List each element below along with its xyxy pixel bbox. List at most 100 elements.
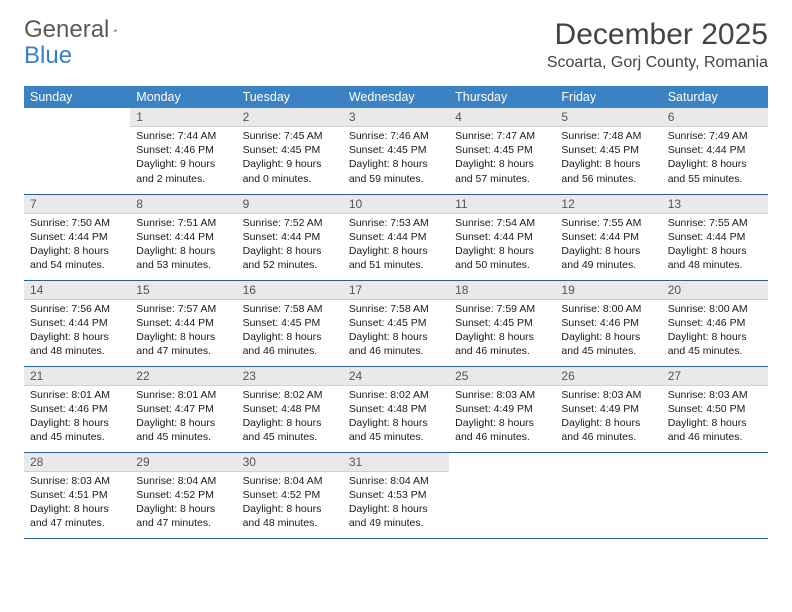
day-number: 28 bbox=[24, 453, 130, 472]
sunset-line: Sunset: 4:44 PM bbox=[349, 230, 443, 244]
calendar-cell: 26Sunrise: 8:03 AMSunset: 4:49 PMDayligh… bbox=[555, 366, 661, 452]
day-number: 2 bbox=[237, 108, 343, 127]
daylight-line: Daylight: 8 hours and 52 minutes. bbox=[243, 244, 337, 272]
sunrise-line: Sunrise: 7:48 AM bbox=[561, 129, 655, 143]
calendar-cell: 4Sunrise: 7:47 AMSunset: 4:45 PMDaylight… bbox=[449, 108, 555, 194]
day-number: 16 bbox=[237, 281, 343, 300]
sunrise-line: Sunrise: 8:03 AM bbox=[455, 388, 549, 402]
calendar-cell: 31Sunrise: 8:04 AMSunset: 4:53 PMDayligh… bbox=[343, 452, 449, 538]
day-header-row: Sunday Monday Tuesday Wednesday Thursday… bbox=[24, 86, 768, 108]
day-details: Sunrise: 8:04 AMSunset: 4:52 PMDaylight:… bbox=[130, 472, 236, 535]
sunset-line: Sunset: 4:47 PM bbox=[136, 402, 230, 416]
sunset-line: Sunset: 4:44 PM bbox=[30, 230, 124, 244]
day-number: 25 bbox=[449, 367, 555, 386]
sunset-line: Sunset: 4:51 PM bbox=[30, 488, 124, 502]
day-number: 24 bbox=[343, 367, 449, 386]
month-title: December 2025 bbox=[547, 18, 768, 52]
sunrise-line: Sunrise: 8:02 AM bbox=[349, 388, 443, 402]
daylight-line: Daylight: 8 hours and 49 minutes. bbox=[349, 502, 443, 530]
calendar-cell: 9Sunrise: 7:52 AMSunset: 4:44 PMDaylight… bbox=[237, 194, 343, 280]
brand-part1: General bbox=[24, 18, 109, 42]
sunrise-line: Sunrise: 7:45 AM bbox=[243, 129, 337, 143]
calendar-cell: 7Sunrise: 7:50 AMSunset: 4:44 PMDaylight… bbox=[24, 194, 130, 280]
daylight-line: Daylight: 8 hours and 49 minutes. bbox=[561, 244, 655, 272]
calendar-cell bbox=[555, 452, 661, 538]
sunset-line: Sunset: 4:48 PM bbox=[349, 402, 443, 416]
day-number: 27 bbox=[662, 367, 768, 386]
daylight-line: Daylight: 8 hours and 46 minutes. bbox=[455, 330, 549, 358]
day-details: Sunrise: 8:01 AMSunset: 4:47 PMDaylight:… bbox=[130, 386, 236, 449]
sunrise-line: Sunrise: 8:04 AM bbox=[243, 474, 337, 488]
sunset-line: Sunset: 4:46 PM bbox=[668, 316, 762, 330]
calendar-cell: 11Sunrise: 7:54 AMSunset: 4:44 PMDayligh… bbox=[449, 194, 555, 280]
sunset-line: Sunset: 4:48 PM bbox=[243, 402, 337, 416]
day-details: Sunrise: 8:02 AMSunset: 4:48 PMDaylight:… bbox=[343, 386, 449, 449]
sunrise-line: Sunrise: 7:46 AM bbox=[349, 129, 443, 143]
sunset-line: Sunset: 4:44 PM bbox=[561, 230, 655, 244]
calendar-cell bbox=[662, 452, 768, 538]
daylight-line: Daylight: 8 hours and 48 minutes. bbox=[668, 244, 762, 272]
day-number: 26 bbox=[555, 367, 661, 386]
sunrise-line: Sunrise: 8:04 AM bbox=[136, 474, 230, 488]
daylight-line: Daylight: 8 hours and 45 minutes. bbox=[668, 330, 762, 358]
sunrise-line: Sunrise: 7:59 AM bbox=[455, 302, 549, 316]
daylight-line: Daylight: 8 hours and 47 minutes. bbox=[136, 330, 230, 358]
sunrise-line: Sunrise: 7:47 AM bbox=[455, 129, 549, 143]
daylight-line: Daylight: 8 hours and 45 minutes. bbox=[561, 330, 655, 358]
day-number: 7 bbox=[24, 195, 130, 214]
daylight-line: Daylight: 8 hours and 45 minutes. bbox=[136, 416, 230, 444]
calendar-cell: 6Sunrise: 7:49 AMSunset: 4:44 PMDaylight… bbox=[662, 108, 768, 194]
daylight-line: Daylight: 9 hours and 2 minutes. bbox=[136, 157, 230, 185]
sunrise-line: Sunrise: 8:00 AM bbox=[668, 302, 762, 316]
daylight-line: Daylight: 8 hours and 46 minutes. bbox=[349, 330, 443, 358]
calendar-cell: 23Sunrise: 8:02 AMSunset: 4:48 PMDayligh… bbox=[237, 366, 343, 452]
calendar-cell: 15Sunrise: 7:57 AMSunset: 4:44 PMDayligh… bbox=[130, 280, 236, 366]
day-number: 20 bbox=[662, 281, 768, 300]
sunset-line: Sunset: 4:46 PM bbox=[561, 316, 655, 330]
calendar-week-row: 7Sunrise: 7:50 AMSunset: 4:44 PMDaylight… bbox=[24, 194, 768, 280]
daylight-line: Daylight: 8 hours and 51 minutes. bbox=[349, 244, 443, 272]
calendar-cell bbox=[24, 108, 130, 194]
sunrise-line: Sunrise: 7:54 AM bbox=[455, 216, 549, 230]
calendar-cell: 3Sunrise: 7:46 AMSunset: 4:45 PMDaylight… bbox=[343, 108, 449, 194]
daylight-line: Daylight: 8 hours and 48 minutes. bbox=[30, 330, 124, 358]
day-number: 13 bbox=[662, 195, 768, 214]
sunset-line: Sunset: 4:45 PM bbox=[243, 316, 337, 330]
sunset-line: Sunset: 4:50 PM bbox=[668, 402, 762, 416]
day-details: Sunrise: 7:48 AMSunset: 4:45 PMDaylight:… bbox=[555, 127, 661, 190]
sunset-line: Sunset: 4:52 PM bbox=[243, 488, 337, 502]
day-header: Saturday bbox=[662, 86, 768, 108]
day-number: 18 bbox=[449, 281, 555, 300]
sunset-line: Sunset: 4:44 PM bbox=[30, 316, 124, 330]
calendar-cell: 16Sunrise: 7:58 AMSunset: 4:45 PMDayligh… bbox=[237, 280, 343, 366]
day-details: Sunrise: 7:55 AMSunset: 4:44 PMDaylight:… bbox=[555, 214, 661, 277]
day-number: 3 bbox=[343, 108, 449, 127]
day-details: Sunrise: 8:03 AMSunset: 4:49 PMDaylight:… bbox=[555, 386, 661, 449]
calendar-table: Sunday Monday Tuesday Wednesday Thursday… bbox=[24, 86, 768, 539]
day-number: 8 bbox=[130, 195, 236, 214]
daylight-line: Daylight: 8 hours and 59 minutes. bbox=[349, 157, 443, 185]
calendar-cell: 19Sunrise: 8:00 AMSunset: 4:46 PMDayligh… bbox=[555, 280, 661, 366]
sunrise-line: Sunrise: 7:53 AM bbox=[349, 216, 443, 230]
calendar-cell: 17Sunrise: 7:58 AMSunset: 4:45 PMDayligh… bbox=[343, 280, 449, 366]
sunset-line: Sunset: 4:45 PM bbox=[561, 143, 655, 157]
day-details: Sunrise: 8:00 AMSunset: 4:46 PMDaylight:… bbox=[662, 300, 768, 363]
sunrise-line: Sunrise: 8:00 AM bbox=[561, 302, 655, 316]
daylight-line: Daylight: 8 hours and 45 minutes. bbox=[243, 416, 337, 444]
day-number: 21 bbox=[24, 367, 130, 386]
sunset-line: Sunset: 4:44 PM bbox=[668, 230, 762, 244]
sunrise-line: Sunrise: 7:57 AM bbox=[136, 302, 230, 316]
calendar-cell: 20Sunrise: 8:00 AMSunset: 4:46 PMDayligh… bbox=[662, 280, 768, 366]
daylight-line: Daylight: 8 hours and 57 minutes. bbox=[455, 157, 549, 185]
calendar-week-row: 28Sunrise: 8:03 AMSunset: 4:51 PMDayligh… bbox=[24, 452, 768, 538]
day-number: 9 bbox=[237, 195, 343, 214]
sunset-line: Sunset: 4:44 PM bbox=[136, 316, 230, 330]
sunrise-line: Sunrise: 7:55 AM bbox=[561, 216, 655, 230]
brand-part2: Blue bbox=[24, 42, 72, 70]
calendar-cell: 25Sunrise: 8:03 AMSunset: 4:49 PMDayligh… bbox=[449, 366, 555, 452]
sunset-line: Sunset: 4:53 PM bbox=[349, 488, 443, 502]
day-details: Sunrise: 7:51 AMSunset: 4:44 PMDaylight:… bbox=[130, 214, 236, 277]
sunrise-line: Sunrise: 7:44 AM bbox=[136, 129, 230, 143]
day-details: Sunrise: 7:56 AMSunset: 4:44 PMDaylight:… bbox=[24, 300, 130, 363]
calendar-cell: 21Sunrise: 8:01 AMSunset: 4:46 PMDayligh… bbox=[24, 366, 130, 452]
